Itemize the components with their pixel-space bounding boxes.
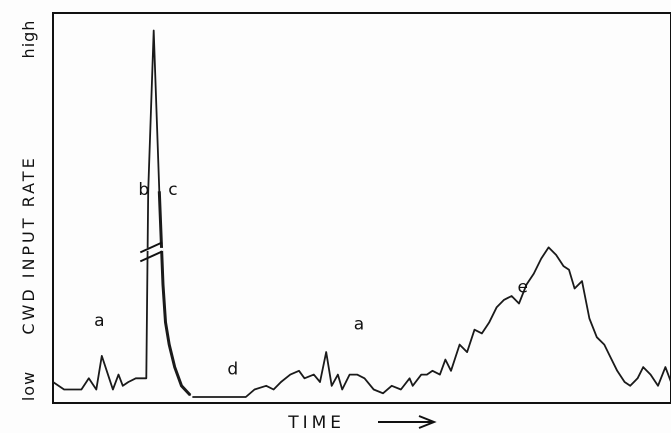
data-point xyxy=(481,332,483,334)
data-point xyxy=(409,377,411,379)
data-point xyxy=(273,388,275,391)
series-layer xyxy=(52,29,671,398)
data-point xyxy=(95,388,97,391)
data-point xyxy=(420,374,422,376)
annotation-label: c xyxy=(168,180,177,200)
data-point xyxy=(117,374,120,376)
data-point xyxy=(496,306,498,308)
data-point xyxy=(624,381,626,383)
data-point xyxy=(265,385,267,387)
data-point xyxy=(153,29,155,32)
data-point xyxy=(642,366,644,368)
data-point xyxy=(135,377,137,379)
data-point xyxy=(431,370,434,372)
annotation-label: a xyxy=(354,315,364,335)
data-point xyxy=(444,359,446,361)
annotation-label: a xyxy=(94,311,104,331)
data-point xyxy=(555,254,557,256)
data-point xyxy=(356,374,358,376)
data-point xyxy=(289,374,291,376)
data-point xyxy=(540,258,542,260)
plot-frame xyxy=(52,12,671,404)
data-point xyxy=(101,355,103,357)
data-point xyxy=(313,374,315,376)
data-point xyxy=(568,269,570,271)
y-axis-label: CWD INPUT RATE xyxy=(19,155,38,334)
peak-falling-edge xyxy=(157,191,192,397)
data-point xyxy=(629,385,631,387)
annotation-label: d xyxy=(227,360,238,380)
data-point xyxy=(147,190,149,192)
x-axis-arrow-icon xyxy=(378,415,437,429)
data-point xyxy=(122,385,124,387)
axis-break-gap xyxy=(139,247,164,251)
data-point xyxy=(533,273,535,275)
data-point xyxy=(400,388,402,391)
data-point xyxy=(341,388,343,391)
data-point xyxy=(253,388,256,391)
data-point xyxy=(140,377,142,379)
x-axis-label: TIME xyxy=(287,413,345,433)
data-point xyxy=(331,385,333,387)
data-point xyxy=(511,295,513,297)
data-point xyxy=(412,385,414,387)
data-point xyxy=(337,374,339,376)
data-point xyxy=(426,374,428,376)
data-point xyxy=(581,280,583,282)
data-point xyxy=(473,329,476,331)
data-point xyxy=(664,366,667,368)
y-tick-label-high: high xyxy=(19,20,38,59)
annotation-layer: a b c d a e xyxy=(94,180,528,380)
data-point xyxy=(657,385,659,387)
annotation-label: b xyxy=(138,180,149,200)
data-point xyxy=(325,351,327,353)
data-point xyxy=(525,284,528,286)
data-point xyxy=(382,392,384,394)
data-point xyxy=(280,381,282,383)
data-point xyxy=(373,388,375,391)
data-point xyxy=(603,344,605,346)
data-point xyxy=(650,374,652,376)
data-point xyxy=(518,302,520,305)
data-point xyxy=(349,374,351,376)
data-point xyxy=(319,381,321,383)
data-point xyxy=(596,336,598,338)
data-point xyxy=(391,385,393,387)
data-point xyxy=(88,377,90,379)
data-point xyxy=(108,377,110,379)
data-point xyxy=(245,396,247,398)
data-point xyxy=(145,377,147,379)
data-point xyxy=(488,321,490,323)
data-point xyxy=(127,381,129,383)
data-point xyxy=(298,370,300,372)
data-point xyxy=(112,388,114,391)
data-point xyxy=(439,374,441,376)
data-point xyxy=(466,351,468,353)
axis-break-mark xyxy=(139,241,163,254)
y-tick-label-low: low xyxy=(19,371,38,401)
data-point xyxy=(548,246,550,248)
data-point xyxy=(562,265,565,267)
data-point xyxy=(616,370,618,372)
data-point xyxy=(303,377,306,379)
data-point xyxy=(80,388,82,391)
data-point xyxy=(637,377,639,379)
axis-break-mark xyxy=(139,250,163,263)
data-point xyxy=(503,299,505,301)
data-point xyxy=(609,355,611,357)
data-point xyxy=(63,388,65,391)
annotation-label: e xyxy=(517,277,527,297)
data-point xyxy=(52,381,54,383)
series-line xyxy=(52,29,671,398)
data-point xyxy=(574,287,576,290)
data-point xyxy=(363,377,366,379)
data-point xyxy=(450,370,452,372)
data-point xyxy=(588,317,591,320)
data-point xyxy=(192,396,194,398)
data-point xyxy=(459,344,461,346)
